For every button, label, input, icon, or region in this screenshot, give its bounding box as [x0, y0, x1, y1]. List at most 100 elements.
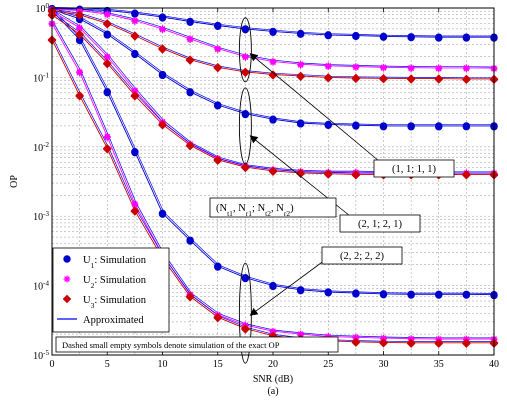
group-ellipse: [238, 87, 252, 165]
config-label-frame: [321, 246, 403, 265]
marker-circle: [435, 34, 443, 42]
legend-label: Approximated: [83, 315, 144, 326]
marker-star-stroke: [325, 63, 332, 70]
marker-circle: [296, 286, 305, 295]
marker-circle: [241, 274, 250, 283]
legend-frame: [52, 247, 170, 333]
marker-circle: [435, 291, 443, 299]
y-tick-label: 10-3: [33, 210, 49, 223]
marker-diamond: [102, 144, 112, 154]
marker-circle: [324, 289, 332, 297]
marker-diamond: [130, 32, 140, 41]
marker-circle: [296, 120, 305, 128]
marker-diamond: [185, 56, 195, 65]
marker-diamond: [130, 207, 140, 216]
note-box: Dashed small empty symbols denote simula…: [55, 336, 339, 353]
marker-diamond: [213, 156, 223, 165]
marker-diamond: [406, 75, 416, 84]
marker-diamond: [296, 169, 305, 179]
marker-diamond: [213, 63, 223, 73]
marker-star-stroke: [463, 65, 470, 72]
marker-star-stroke: [242, 54, 249, 61]
marker-circle: [379, 123, 388, 131]
legend-entry: U2: Simulation: [63, 275, 147, 290]
y-tick-label: 10-2: [33, 141, 49, 154]
legend-entry: U1: Simulation: [63, 255, 147, 270]
x-tick-label: 15: [213, 359, 223, 370]
marker-star-stroke: [132, 201, 138, 208]
marker-circle: [186, 237, 194, 245]
marker-diamond: [434, 75, 444, 84]
config-arrow: [249, 259, 326, 316]
marker-diamond: [323, 73, 333, 83]
marker-circle: [462, 291, 471, 299]
marker-circle: [269, 282, 277, 291]
marker-star: [352, 64, 360, 71]
marker-circle: [269, 116, 277, 124]
marker-star-stroke: [104, 11, 111, 18]
marker-diamond: [241, 325, 250, 334]
marker-circle: [158, 210, 167, 218]
marker-circle: [407, 123, 415, 131]
marker-circle: [131, 50, 139, 59]
x-tick-label: 40: [489, 359, 499, 370]
marker-diamond: [213, 313, 223, 323]
marker-circle: [379, 290, 388, 299]
marker-star-stroke: [270, 59, 276, 66]
marker-circle: [296, 30, 305, 38]
marker-circle: [269, 28, 277, 36]
x-tick-label: 35: [434, 359, 444, 370]
marker-star-stroke: [187, 36, 193, 43]
marker-circle: [241, 25, 250, 34]
marker-diamond: [62, 294, 72, 304]
marker-circle: [103, 88, 111, 97]
marker-star: [76, 69, 84, 77]
legend-label: U2: Simulation: [83, 275, 147, 290]
marker-star-stroke: [159, 26, 166, 33]
x-tick-label: 5: [105, 359, 110, 370]
config-arrow: [249, 53, 380, 162]
marker-circle: [131, 10, 139, 18]
marker-star-stroke: [353, 64, 359, 71]
marker-star: [186, 36, 194, 43]
marker-diamond: [379, 74, 388, 84]
marker-circle: [131, 148, 139, 157]
y-tick-label: 10-1: [33, 71, 49, 84]
marker-diamond: [75, 91, 84, 101]
marker-diamond: [351, 74, 361, 84]
marker-diamond: [102, 19, 112, 29]
marker-star: [159, 26, 166, 34]
marker-star-stroke: [64, 276, 70, 282]
marker-star-stroke: [76, 69, 83, 76]
x-axis-title: SNR (dB): [253, 374, 293, 385]
marker-circle: [462, 34, 471, 42]
y-tick-label: 10-4: [33, 280, 49, 293]
tick-labels: 0 5 10 15 20 25 30 35 40 100 10-1 10-2 10-3 10-4 10-5: [33, 2, 499, 370]
x-tick-label: 0: [50, 359, 55, 370]
marker-star-stroke: [297, 62, 304, 68]
y-axis-title: OP: [9, 175, 20, 188]
marker-circle: [214, 102, 222, 110]
marker-circle: [324, 31, 332, 40]
y-tick-label: 100: [36, 2, 50, 15]
legend-label: U3: Simulation: [83, 295, 147, 310]
marker-circle: [352, 32, 360, 41]
marker-star: [63, 275, 71, 283]
marker-circle: [462, 123, 471, 131]
marker-diamond: [130, 91, 140, 101]
marker-star-stroke: [104, 54, 111, 61]
note-text: Dashed small empty symbols denote simula…: [62, 340, 280, 350]
marker-diamond: [323, 170, 333, 179]
x-tick-label: 10: [158, 359, 168, 370]
marker-circle: [214, 22, 222, 30]
marker-star: [214, 46, 222, 53]
marker-star: [407, 65, 415, 72]
marker-circle: [352, 122, 360, 130]
marker-diamond: [379, 338, 388, 348]
legend-label: U1: Simulation: [83, 255, 147, 270]
x-tick-label: 30: [379, 359, 389, 370]
marker-circle: [186, 18, 194, 26]
marker-diamond: [351, 338, 361, 347]
marker-star-stroke: [76, 25, 83, 32]
